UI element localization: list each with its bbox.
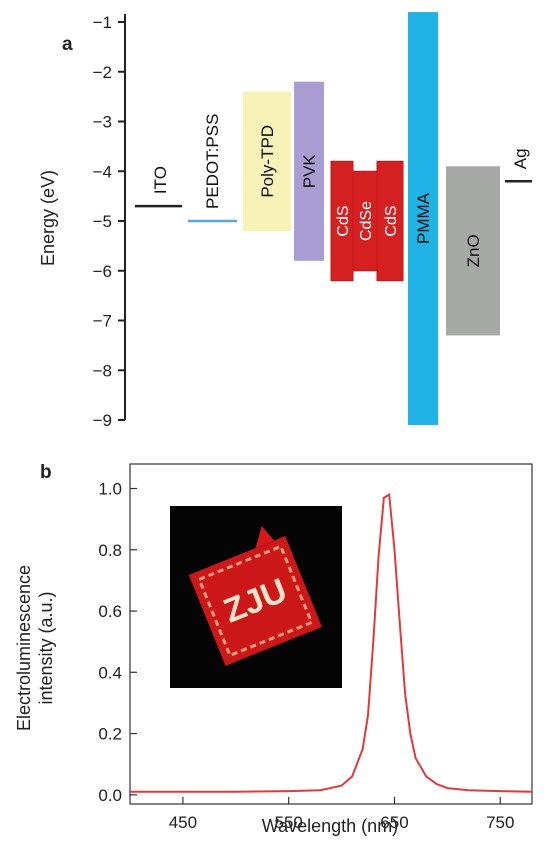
energy-tick-label-0: −1	[93, 13, 112, 32]
plot-frame	[129, 463, 533, 805]
y-tick-label-5: 1.0	[98, 480, 122, 499]
y-tick-label-4: 0.8	[98, 541, 122, 560]
energy-tick-label-6: −7	[93, 312, 112, 331]
band-zno-6	[446, 166, 500, 336]
x-tick-label-3: 750	[486, 813, 514, 832]
level-ito-label: ITO	[151, 166, 170, 194]
energy-levels: ITO PEDOT:PSS Ag	[135, 114, 532, 223]
band-polytpd-0	[243, 91, 291, 231]
band-cdse-3-label: CdSe	[358, 201, 375, 241]
band-pvk-1-label: PVK	[300, 154, 319, 189]
y-label-line-1: Electroluminescence	[14, 565, 34, 731]
y-tick-label-3: 0.6	[98, 602, 122, 621]
panel-label-a: a	[62, 34, 73, 55]
energy-bands: Poly-TPD PVK CdS CdSe CdS PMMA ZnO	[243, 12, 500, 425]
x-tick-label-0: 450	[169, 813, 197, 832]
x-tick-label-1: 550	[274, 813, 302, 832]
energy-diagram-panel: a Energy (eV) −1 −2 −3 −4 −5 −6 −7 −8 −9 ITO PEDO…	[38, 12, 532, 430]
spectrum-ticks: 450 550 650 750 0.0 0.2 0.4 0.6 0.8 1.0	[98, 480, 514, 832]
band-pvk-1	[294, 81, 324, 261]
level-ag-label: Ag	[511, 148, 530, 169]
device-glow: ZJU	[188, 526, 322, 666]
energy-tick-label-7: −8	[93, 361, 112, 380]
energy-tick-label-2: −3	[93, 113, 112, 132]
energy-tick-label-1: −2	[93, 63, 112, 82]
level-pedotpss-label: PEDOT:PSS	[203, 114, 222, 209]
spectrum-y-axis-label: Electroluminescence intensity (a.u.)	[14, 565, 56, 731]
y-tick-label-0: 0.0	[98, 786, 122, 805]
energy-tick-label-3: −4	[93, 162, 112, 181]
y-tick-label-1: 0.2	[98, 725, 122, 744]
band-pmma-5-label: PMMA	[414, 192, 433, 244]
y-label-line-2: intensity (a.u.)	[36, 591, 56, 704]
y-tick-label-2: 0.4	[98, 663, 122, 682]
band-cds-2-label: CdS	[335, 205, 352, 236]
band-cds-4-label: CdS	[383, 205, 400, 236]
band-zno-6-label: ZnO	[464, 234, 483, 267]
panel-label-b: b	[40, 462, 52, 483]
energy-tick-label-4: −5	[93, 212, 112, 231]
band-cds-4	[376, 160, 404, 282]
spectrum-series-line	[130, 492, 533, 793]
spectrum-panel: b Electroluminescence intensity (a.u.) W…	[14, 462, 533, 836]
energy-tick-label-8: −9	[93, 411, 112, 430]
x-tick-label-2: 650	[380, 813, 408, 832]
band-polytpd-0-label: Poly-TPD	[258, 125, 277, 198]
x-axis-label: Wavelength (nm)	[262, 816, 398, 836]
device-photo-inset: ZJU	[170, 506, 342, 688]
energy-tick-label-5: −6	[93, 262, 112, 281]
band-pmma-5	[408, 12, 438, 425]
energy-y-axis: −1 −2 −3 −4 −5 −6 −7 −8 −9	[93, 13, 126, 430]
energy-axis-label: Energy (eV)	[38, 170, 58, 266]
